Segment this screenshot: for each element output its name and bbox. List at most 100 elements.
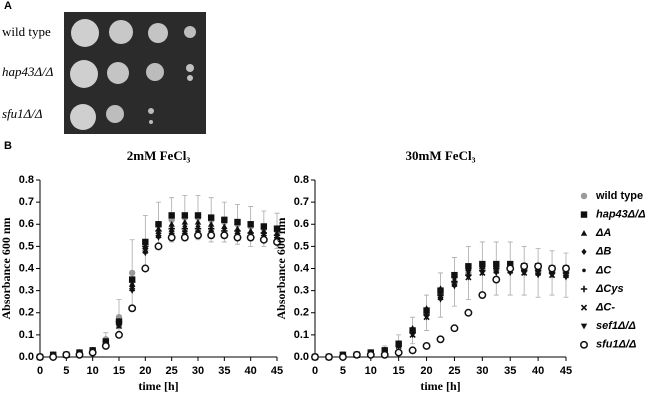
- marker: [259, 235, 268, 244]
- marker: [128, 269, 136, 277]
- y-tick-label: 0.6: [19, 218, 34, 230]
- x-tick-label: 10: [87, 365, 99, 377]
- marker: [246, 233, 255, 242]
- marker: [49, 353, 58, 361]
- x-tick-label: 5: [340, 365, 346, 377]
- y-tick-label: 0.3: [19, 285, 34, 297]
- row-label: wild type: [2, 24, 51, 39]
- x-tick-label: 5: [63, 365, 69, 377]
- marker: [207, 214, 215, 221]
- row-label: sfu1Δ/Δ: [2, 106, 43, 121]
- marker: [465, 274, 472, 281]
- spot-assay-photo: [64, 12, 206, 134]
- marker: [380, 350, 389, 359]
- marker: [128, 278, 136, 285]
- legend-marker: [582, 268, 586, 273]
- x-tick-label: 15: [113, 365, 125, 377]
- legend-marker: [580, 285, 588, 293]
- marker: [234, 227, 241, 235]
- marker: [167, 233, 176, 242]
- y-tick-label: 0.1: [19, 329, 34, 341]
- marker: [562, 264, 570, 273]
- marker: [75, 350, 84, 359]
- x-tick-label: 15: [393, 365, 405, 377]
- marker: [409, 332, 416, 339]
- marker: [422, 341, 431, 350]
- marker: [194, 218, 202, 225]
- marker: [128, 304, 137, 313]
- marker: [506, 264, 515, 273]
- marker: [534, 262, 543, 271]
- marker: [168, 212, 175, 219]
- legend-label: ΔCys: [595, 283, 624, 295]
- marker: [338, 353, 347, 361]
- legend-marker: [581, 248, 587, 255]
- marker: [478, 291, 487, 299]
- legend-label: wild type: [595, 190, 643, 202]
- marker: [366, 350, 375, 359]
- legend-label: ΔB: [595, 246, 611, 258]
- y-axis-label: Absorbance 600 nm: [274, 217, 288, 319]
- marker: [101, 341, 110, 350]
- marker: [155, 227, 162, 235]
- panel-label: A: [4, 0, 12, 12]
- y-tick-label: 0.3: [294, 285, 309, 297]
- marker: [115, 330, 123, 339]
- y-tick-label: 0.0: [19, 351, 34, 363]
- marker: [260, 229, 268, 237]
- marker: [479, 270, 486, 277]
- marker: [548, 272, 556, 279]
- marker: [62, 350, 71, 359]
- marker: [493, 260, 499, 268]
- marker: [155, 234, 162, 241]
- legend-label: hap43Δ/Δ: [596, 209, 646, 221]
- marker: [464, 308, 473, 317]
- legend-label: ΔC-: [595, 302, 615, 314]
- marker: [233, 233, 242, 242]
- marker: [260, 223, 268, 230]
- y-tick-label: 0.4: [19, 262, 35, 274]
- legend-marker: [580, 323, 588, 330]
- y-tick-label: 0.5: [294, 240, 309, 252]
- x-tick-label: 25: [166, 365, 178, 377]
- x-tick-label: 20: [139, 365, 151, 377]
- x-axis-label: time [h]: [138, 379, 178, 393]
- marker: [142, 250, 149, 257]
- x-tick-label: 0: [37, 365, 43, 377]
- y-tick-label: 0.7: [19, 196, 34, 208]
- row-label: hap43Δ/Δ: [2, 64, 54, 79]
- y-tick-label: 0.7: [294, 196, 309, 208]
- y-tick-label: 0.2: [19, 307, 34, 319]
- marker: [436, 335, 445, 344]
- y-tick-label: 0.5: [19, 240, 34, 252]
- x-tick-label: 45: [560, 365, 572, 377]
- marker: [180, 233, 189, 242]
- marker: [221, 216, 228, 224]
- y-tick-label: 0.8: [19, 174, 34, 186]
- x-tick-label: 20: [420, 365, 432, 377]
- marker: [451, 283, 458, 290]
- marker: [352, 350, 361, 359]
- marker: [562, 274, 570, 281]
- marker: [207, 231, 216, 240]
- legend-marker: [580, 211, 588, 218]
- legend-label: ΔA: [595, 227, 611, 239]
- legend-label: sfu1Δ/Δ: [596, 339, 636, 351]
- x-axis-label: time [h]: [420, 379, 460, 393]
- marker: [520, 262, 529, 271]
- marker: [492, 275, 501, 284]
- marker: [220, 231, 229, 240]
- marker: [423, 314, 430, 321]
- marker: [194, 212, 202, 219]
- legend-marker: [580, 304, 588, 311]
- marker: [194, 225, 202, 232]
- marker: [168, 221, 175, 227]
- y-tick-label: 0.6: [294, 218, 309, 230]
- marker: [88, 348, 97, 357]
- legend-label: sef1Δ/Δ: [596, 320, 636, 332]
- marker: [207, 221, 215, 227]
- marker: [141, 264, 150, 273]
- y-axis-label: Absorbance 600 nm: [0, 217, 13, 319]
